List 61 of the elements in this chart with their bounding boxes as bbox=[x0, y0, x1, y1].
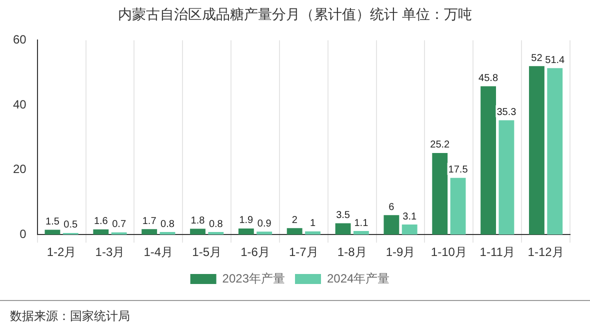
x-tick-label: 1-8月 bbox=[337, 245, 367, 260]
data-label: 45.8 bbox=[478, 72, 498, 84]
data-label: 25.2 bbox=[430, 140, 450, 151]
x-tick-label: 1-5月 bbox=[192, 245, 222, 260]
bar bbox=[432, 152, 448, 235]
data-label: 1.7 bbox=[142, 216, 157, 227]
bar bbox=[353, 231, 369, 235]
legend-label: 2023年产量 bbox=[222, 271, 286, 286]
data-label: 1.1 bbox=[354, 218, 369, 229]
bar bbox=[305, 231, 320, 235]
bar bbox=[208, 232, 224, 235]
bar bbox=[335, 223, 351, 235]
data-label: 2 bbox=[292, 214, 298, 226]
x-tick-label: 1-6月 bbox=[240, 245, 270, 260]
data-label: 3.1 bbox=[402, 211, 417, 222]
x-tick-label: 1-7月 bbox=[289, 245, 318, 260]
data-label: 0.9 bbox=[257, 218, 272, 230]
data-label: 17.5 bbox=[448, 164, 468, 176]
x-tick-label: 1-10月 bbox=[430, 245, 467, 260]
y-tick-label: 40 bbox=[12, 97, 27, 112]
data-label: 3.5 bbox=[336, 210, 350, 222]
data-label: 1.6 bbox=[94, 216, 108, 228]
data-label: 0.7 bbox=[112, 219, 126, 230]
data-label: 51.4 bbox=[545, 54, 566, 66]
y-tick-label: 20 bbox=[12, 162, 27, 176]
bar bbox=[256, 232, 272, 235]
data-label: 0.8 bbox=[160, 218, 175, 230]
source-note: 数据来源：国家统计局 bbox=[10, 308, 130, 325]
bar bbox=[402, 224, 418, 235]
bar bbox=[547, 68, 563, 235]
x-tick-label: 1-9月 bbox=[386, 245, 416, 260]
bar bbox=[286, 228, 302, 235]
bar bbox=[160, 232, 176, 235]
data-label: 35.3 bbox=[496, 106, 517, 118]
bar bbox=[238, 228, 254, 235]
bar bbox=[498, 120, 514, 235]
bar bbox=[44, 230, 60, 235]
data-label: 1.8 bbox=[190, 216, 206, 227]
data-label: 0.8 bbox=[208, 218, 224, 230]
bar bbox=[384, 215, 400, 235]
bar bbox=[142, 229, 158, 235]
y-tick-label: 60 bbox=[12, 32, 27, 47]
x-tick-label: 1-4月 bbox=[144, 245, 174, 260]
x-tick-label: 1-3月 bbox=[95, 245, 125, 260]
y-tick-label: 0 bbox=[20, 226, 27, 241]
data-label: 0.5 bbox=[64, 220, 78, 231]
bar bbox=[528, 66, 544, 235]
data-label: 6 bbox=[388, 202, 395, 213]
bar bbox=[480, 86, 496, 235]
bar bbox=[190, 228, 206, 235]
legend-label: 2024年产量 bbox=[327, 271, 390, 286]
bar bbox=[93, 229, 109, 235]
x-tick-label: 1-2月 bbox=[46, 245, 76, 260]
data-label: 52 bbox=[531, 52, 543, 64]
data-label: 1.9 bbox=[239, 215, 254, 226]
data-label: 1.5 bbox=[46, 216, 60, 228]
chart-title: 内蒙古自治区成品糖产量分月（累计值）统计 单位：万吨 bbox=[116, 6, 474, 24]
bar bbox=[450, 178, 466, 235]
x-tick-label: 1-11月 bbox=[480, 245, 515, 260]
data-label: 1 bbox=[310, 218, 316, 230]
x-tick-label: 1-12月 bbox=[528, 245, 564, 260]
